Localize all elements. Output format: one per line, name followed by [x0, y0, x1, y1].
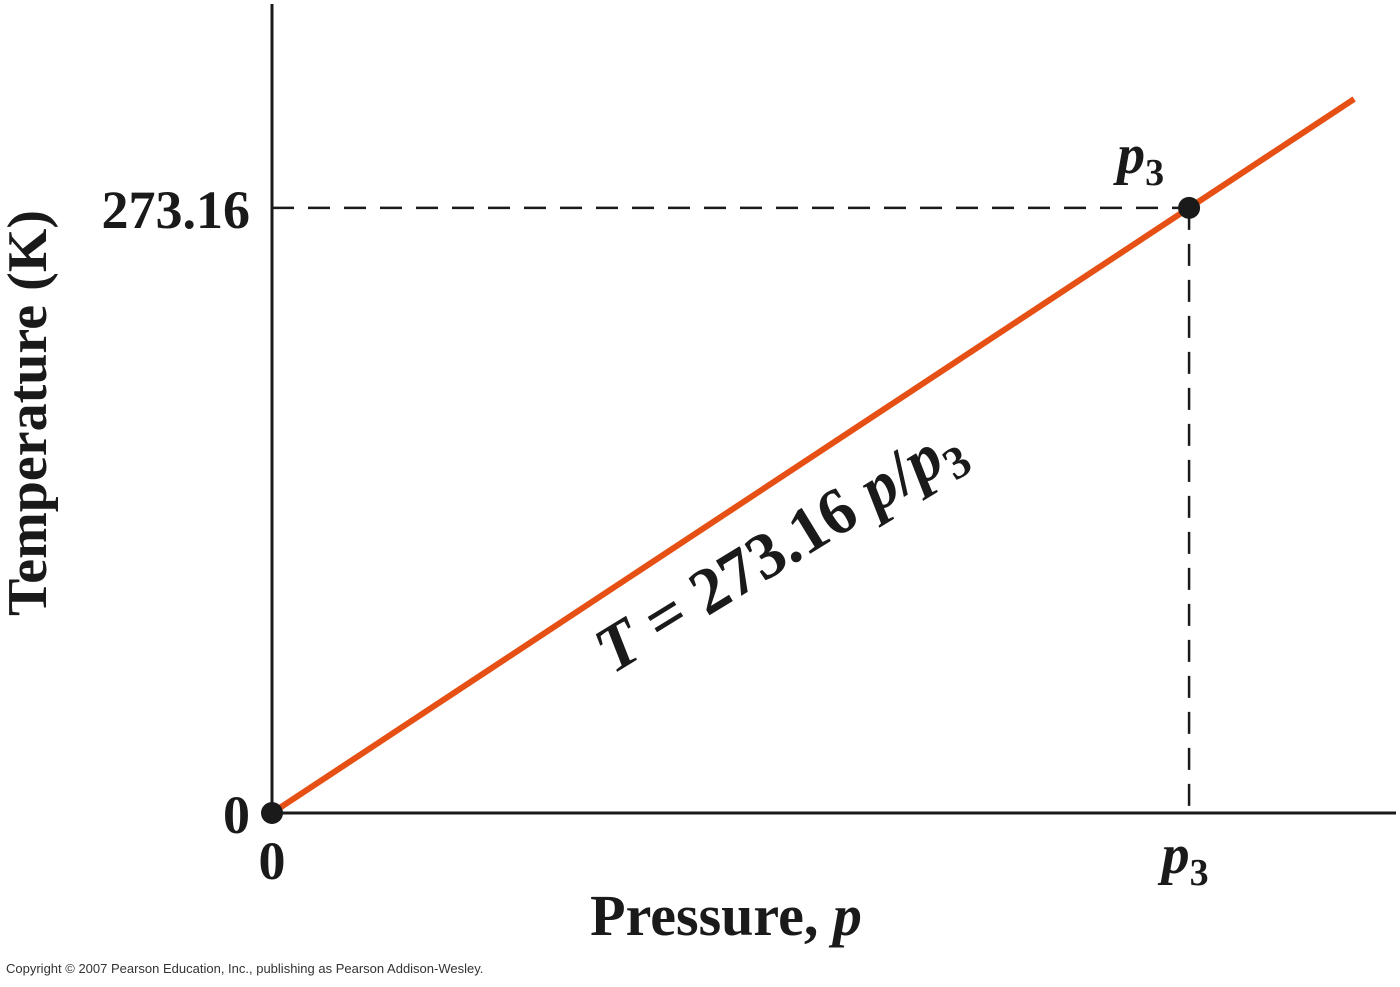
series-line [270, 96, 1356, 816]
x-tick-label-p3: p3 [1158, 824, 1209, 894]
data-point-p3 [1178, 196, 1201, 219]
y-axis-title: Temperature (K) [0, 210, 59, 616]
x-tick-label-0: 0 [259, 831, 286, 891]
data-point-origin [261, 802, 283, 824]
copyright-notice: Copyright © 2007 Pearson Education, Inc.… [6, 961, 484, 976]
equation-annotation: T = 273.16 p/p3 [582, 408, 980, 695]
x-axis-title: Pressure, p [590, 883, 862, 948]
y-tick-label-273: 273.16 [102, 180, 251, 240]
point-label-p3: p3 [1113, 124, 1164, 194]
y-tick-label-0: 0 [223, 785, 250, 845]
